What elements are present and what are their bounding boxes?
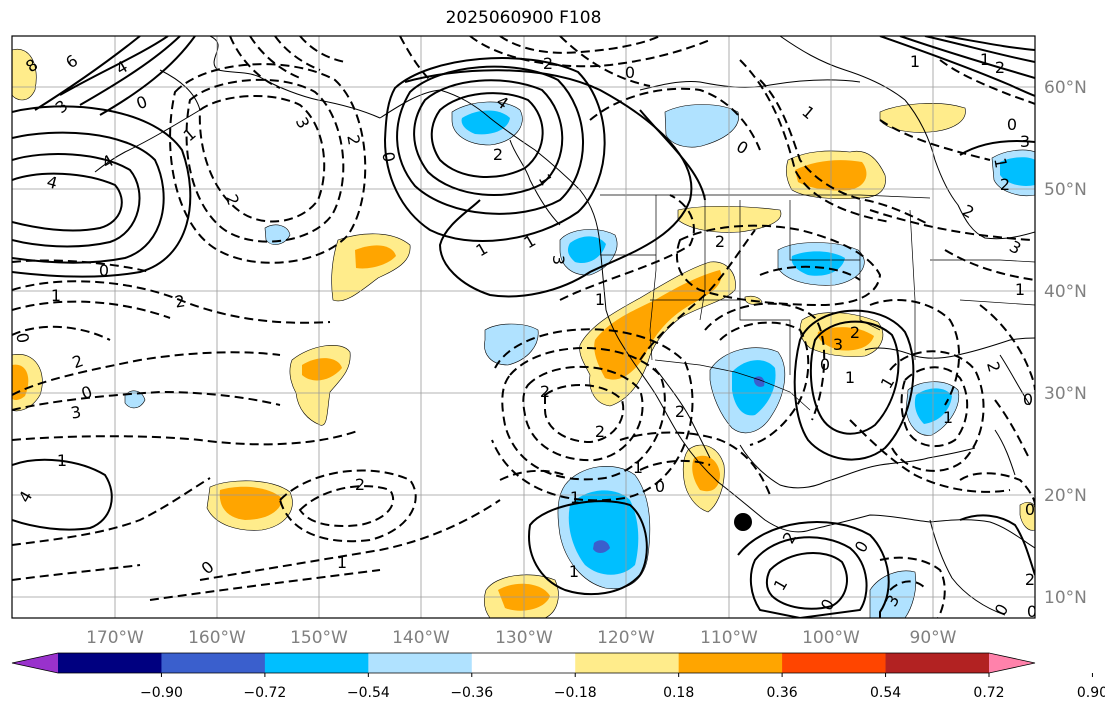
contour-label: 1 [1015, 280, 1025, 299]
lat-label: 60°N [1044, 78, 1087, 98]
contour-label: 1 [845, 368, 855, 387]
contour-label: 0 [655, 477, 665, 496]
contour-label: 1 [943, 408, 953, 427]
map-title: 2025060900 F108 [445, 8, 602, 28]
contour-label: 3 [549, 255, 568, 265]
lon-label: 170°W [86, 628, 144, 648]
colorbar-segment [782, 653, 887, 673]
colorbar-tick-label: 0.36 [767, 685, 798, 701]
colorbar-tick-label: 0.72 [973, 685, 1004, 701]
location-marker [734, 513, 752, 531]
contour-label: 0 [12, 331, 32, 344]
colorbar-tick-label: −0.36 [450, 685, 493, 701]
contour-label: 1 [990, 156, 1010, 169]
contour-label: 1 [570, 488, 580, 507]
lon-label: 130°W [495, 628, 553, 648]
latitude-axis: 60°N 50°N 40°N 30°N 20°N 10°N [1044, 78, 1087, 608]
colorbar-segment [678, 653, 783, 673]
colorbar-segment [575, 653, 680, 673]
lon-label: 100°W [802, 628, 860, 648]
negative-contours [12, 36, 1035, 618]
contour-label: 0 [1023, 390, 1033, 409]
contour-label: 1 [569, 562, 579, 581]
lon-label: 160°W [188, 628, 246, 648]
contour-label: 4 [45, 172, 60, 193]
contour-label: 0 [1007, 115, 1017, 134]
lon-label: 90°W [910, 628, 957, 648]
contour-label: 1 [337, 553, 347, 572]
contour-label: 2 [355, 475, 365, 494]
colorbar-segment [471, 653, 576, 673]
colorbar-tick-label: −0.18 [554, 685, 597, 701]
contour-label: 1 [980, 50, 990, 69]
contour-label: 2 [173, 291, 186, 311]
colorbar-tick-label: 0.90 [1077, 685, 1105, 701]
contour-label: 2 [1000, 175, 1010, 194]
lat-label: 30°N [1044, 384, 1087, 404]
contour-label: 2 [715, 232, 725, 251]
contour-label: 1 [57, 451, 67, 470]
lat-label: 10°N [1044, 588, 1087, 608]
colorbar-extend-max [989, 653, 1035, 673]
lon-label: 140°W [392, 628, 450, 648]
contour-label: 3 [833, 335, 843, 354]
lon-label: 120°W [597, 628, 655, 648]
colorbar-segment [264, 653, 369, 673]
contour-label: 2 [543, 54, 553, 73]
contour-label: 3 [1020, 132, 1030, 151]
lon-label: 110°W [700, 628, 758, 648]
colorbar: −0.90 −0.72 −0.54 −0.36 −0.18 0.18 0.36 0.54 0.7… [11, 652, 1105, 701]
longitude-axis: 170°W 160°W 150°W 140°W 130°W 120°W 110°… [86, 628, 957, 648]
contour-label: 0 [99, 261, 109, 280]
contour-label: 0 [625, 63, 635, 82]
colorbar-segment [58, 653, 162, 673]
lat-label: 50°N [1044, 180, 1087, 200]
colorbar-tick-label: −0.54 [347, 685, 390, 701]
contour-label: 2 [850, 323, 860, 342]
colorbar-tick-label: 0.18 [663, 685, 694, 701]
contour-label: 0 [1027, 602, 1037, 621]
contour-label: 2 [595, 422, 605, 441]
contour-label: 2 [493, 145, 503, 164]
contour-label: 1 [51, 286, 61, 305]
contour-label: 1 [633, 458, 643, 477]
contour-label: 1 [910, 52, 920, 71]
colorbar-tick-label: −0.90 [140, 685, 183, 701]
contour-label: 0 [1025, 500, 1035, 519]
contour-label: 2 [343, 133, 363, 146]
colorbar-extend-min [12, 653, 58, 673]
contour-label: 2 [995, 58, 1005, 77]
colorbar-tick-label: −0.72 [243, 685, 286, 701]
contour-label: 2 [540, 382, 550, 401]
map-frame [11, 35, 1036, 619]
contour-label: 3 [69, 402, 82, 422]
contour-label: 1 [595, 290, 605, 309]
colorbar-outline [11, 652, 1036, 674]
contour-label: 0 [378, 150, 398, 163]
contour-label: 0 [820, 355, 830, 374]
lat-label: 20°N [1044, 486, 1087, 506]
lat-label: 40°N [1044, 282, 1087, 302]
colorbar-tick-label: 0.54 [870, 685, 901, 701]
colorbar-segment [885, 653, 990, 673]
contour-label: 2 [983, 359, 1004, 374]
colorbar-segment [161, 653, 266, 673]
contour-label: 2 [675, 402, 685, 421]
contour-label: 2 [1025, 570, 1035, 589]
colorbar-segment [368, 653, 473, 673]
lon-label: 150°W [290, 628, 348, 648]
